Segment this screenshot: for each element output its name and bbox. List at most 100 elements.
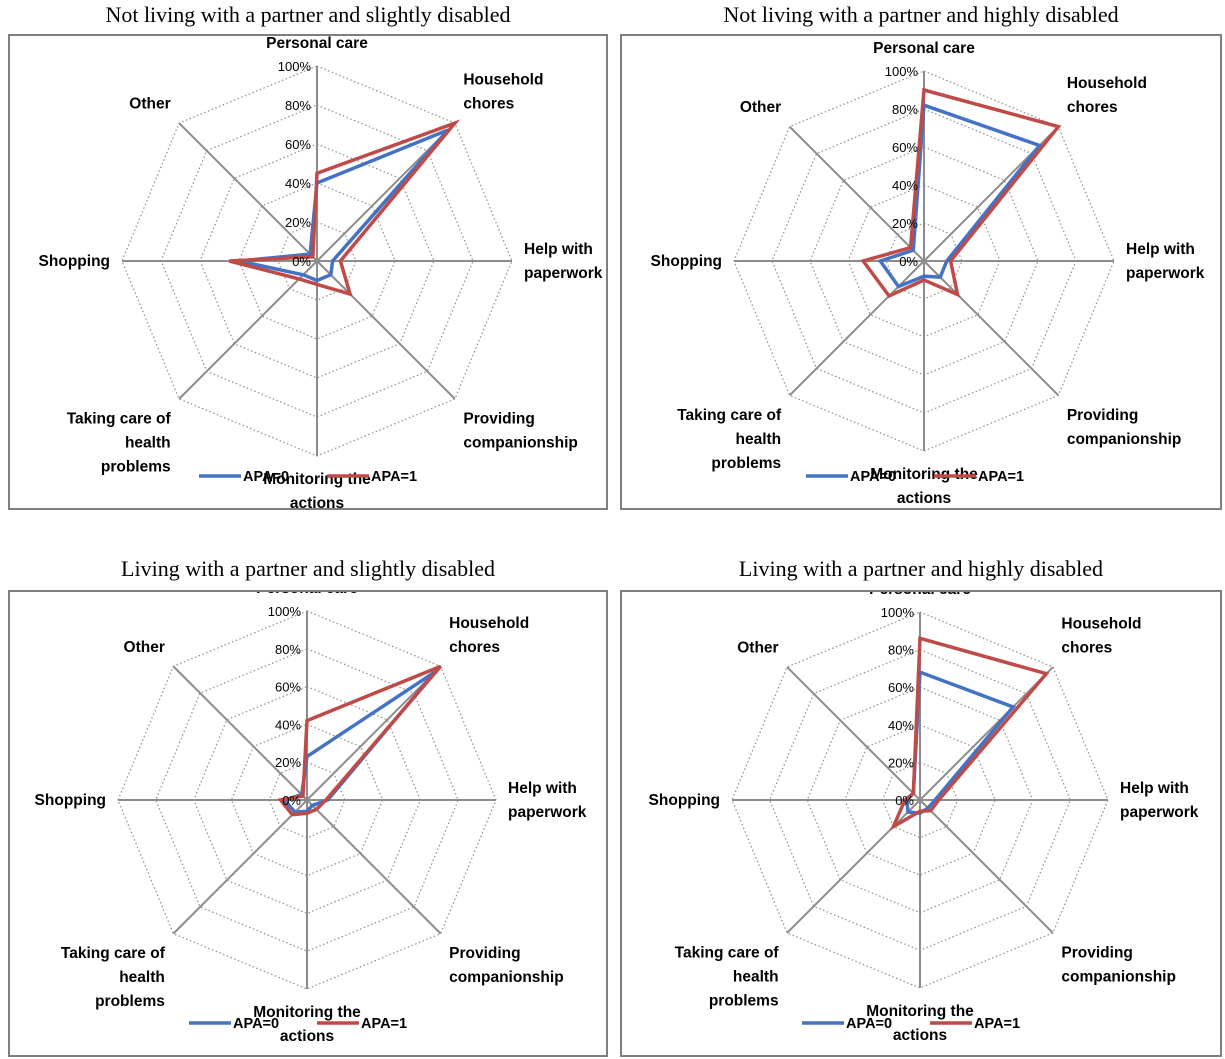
tick-label: 60%: [892, 140, 918, 155]
tick-label: 40%: [892, 178, 918, 193]
category-label: Help with paperwork: [508, 780, 587, 821]
category-label: Other: [124, 639, 165, 656]
chart-title: Not living with a partner and slightly d…: [105, 2, 511, 27]
axis-spoke: [316, 260, 456, 400]
radar-panel-partner-slight: 0% 20% 40% 60% 80% 100% Personal care Household…: [8, 590, 608, 1057]
legend-label: APA=0: [243, 469, 289, 485]
category-label: Taking care of health problems: [677, 407, 782, 472]
tick-label: 60%: [285, 137, 311, 152]
tick-label: 20%: [285, 215, 311, 230]
radar-panel-not-partner-slight: 0% 20% 40% 60% 80% 100% Personal care Household…: [8, 34, 608, 512]
axis-spoke: [178, 260, 318, 400]
category-label: Other: [737, 640, 778, 657]
tick-label: 80%: [285, 98, 311, 113]
tick-label: 100%: [885, 64, 919, 79]
category-label: Other: [740, 99, 781, 116]
tick-label: 40%: [285, 176, 311, 191]
series-line: [860, 87, 1062, 299]
tick-label: 20%: [275, 755, 301, 770]
series-line: [228, 119, 461, 297]
tick-label: 100%: [278, 59, 312, 74]
category-label: Help with paperwork: [1126, 241, 1205, 282]
category-label: Shopping: [651, 253, 722, 270]
axis-spoke: [786, 666, 921, 801]
radar-chart: 0% 20% 40% 60% 80% 100% Personal care Household…: [649, 592, 1199, 1044]
chart-title: Living with a partner and slightly disab…: [121, 556, 495, 581]
tick-label: 40%: [888, 718, 914, 733]
grid-ring: [230, 723, 384, 877]
axis-spoke: [172, 799, 308, 935]
category-label: Personal care: [256, 592, 358, 597]
axis-spoke: [172, 665, 308, 801]
axis-spoke: [919, 666, 1054, 801]
category-label: Providing companionship: [449, 945, 564, 986]
tick-label: 40%: [275, 717, 301, 732]
legend-label: APA=0: [850, 469, 896, 485]
chart-title: Living with a partner and highly disable…: [738, 556, 1104, 581]
tick-label: 100%: [268, 604, 302, 619]
grid-ring: [117, 610, 497, 990]
category-label: Shopping: [39, 253, 110, 270]
tick-label: 60%: [888, 680, 914, 695]
tick-label: 60%: [275, 680, 301, 695]
series-line: [877, 102, 1043, 289]
series-line: [277, 664, 442, 817]
axis-spoke: [178, 122, 318, 262]
tick-label: 80%: [275, 642, 301, 657]
grid-ring: [844, 724, 996, 876]
category-label: Monitoring the actions: [866, 1003, 974, 1044]
tick-label: 20%: [892, 216, 918, 231]
series-line: [889, 636, 1050, 831]
category-label: Household chores: [449, 615, 529, 656]
category-label: Taking care of health problems: [675, 944, 780, 1009]
legend-label: APA=0: [846, 1016, 892, 1032]
tick-label: 100%: [881, 605, 915, 620]
radar-panel-partner-high: 0% 20% 40% 60% 80% 100% Personal care Household…: [620, 590, 1222, 1057]
category-label: Personal care: [873, 40, 975, 57]
category-label: Help with paperwork: [524, 241, 603, 282]
legend-label: APA=1: [974, 1016, 1020, 1032]
legend-label: APA=0: [233, 1016, 279, 1032]
tick-label: 20%: [888, 755, 914, 770]
tick-label: 0%: [292, 254, 311, 269]
radar-chart: 0% 20% 40% 60% 80% 100% Personal care Household…: [35, 592, 587, 1045]
axis-spoke: [788, 125, 925, 262]
category-label: Household chores: [1067, 75, 1147, 116]
legend-label: APA=1: [361, 1016, 407, 1032]
grid-ring: [268, 761, 346, 839]
tick-label: 0%: [282, 793, 301, 808]
tick-label: 0%: [899, 254, 918, 269]
category-label: Other: [129, 96, 170, 113]
category-label: Providing companionship: [1061, 944, 1176, 985]
category-label: Shopping: [35, 792, 106, 809]
category-label: Help with paperwork: [1120, 780, 1199, 821]
category-label: Taking care of health problems: [67, 410, 172, 475]
category-label: Household chores: [1061, 616, 1141, 657]
category-label: Household chores: [463, 72, 543, 113]
chart-title: Not living with a partner and highly dis…: [723, 2, 1119, 27]
legend-label: APA=1: [978, 469, 1024, 485]
axis-spoke: [786, 799, 921, 934]
axis-spoke: [306, 799, 442, 935]
axis-spoke: [923, 260, 1060, 397]
series-line: [238, 128, 450, 283]
axis-spoke: [919, 799, 1054, 934]
category-label: Taking care of health problems: [61, 945, 166, 1010]
radar-panel-not-partner-high: 0% 20% 40% 60% 80% 100% Personal care Household…: [620, 34, 1222, 510]
grid-ring: [733, 70, 1115, 452]
axis-spoke: [306, 665, 442, 801]
radar-chart: 0% 20% 40% 60% 80% 100% Personal care Household…: [39, 36, 603, 512]
tick-label: 80%: [892, 102, 918, 117]
category-label: Personal care: [869, 592, 971, 598]
category-label: Shopping: [649, 792, 720, 809]
radar-chart: 0% 20% 40% 60% 80% 100% Personal care Household…: [651, 40, 1205, 507]
legend-label: APA=1: [371, 469, 417, 485]
category-label: Providing companionship: [1067, 407, 1182, 448]
category-label: Personal care: [266, 36, 368, 52]
grid-ring: [199, 143, 435, 379]
series-line: [905, 669, 1016, 815]
category-label: Monitoring the actions: [253, 1004, 361, 1045]
category-label: Monitoring the actions: [870, 466, 978, 507]
axis-spoke: [788, 260, 925, 397]
category-label: Providing companionship: [463, 410, 578, 451]
